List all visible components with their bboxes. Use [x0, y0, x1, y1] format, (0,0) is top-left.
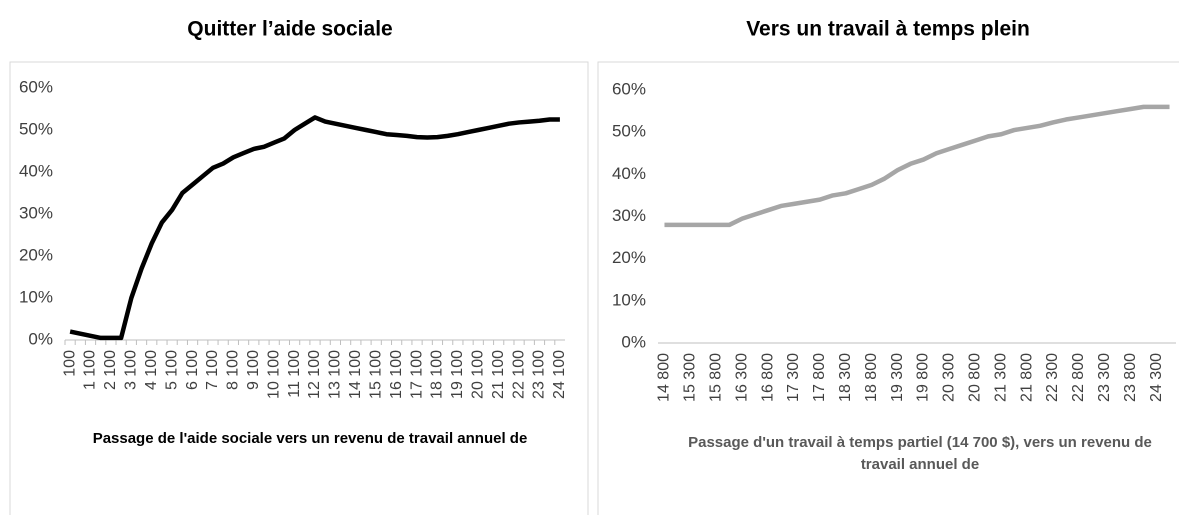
- chart-title: Vers un travail à temps plein: [746, 18, 1030, 41]
- x-tick-label: 20 100: [469, 350, 486, 399]
- data-line: [69, 115, 560, 341]
- x-tick-label: 21 300: [992, 353, 1009, 402]
- x-tick-label: 8 100: [225, 350, 242, 390]
- y-tick-label: 0%: [28, 329, 53, 348]
- x-tick-label: 6 100: [184, 350, 201, 390]
- x-tick-label: 7 100: [204, 350, 221, 390]
- x-tick-label: 14 100: [347, 350, 364, 399]
- x-tick-label: 21 800: [1018, 353, 1035, 402]
- x-tick-label: 100: [61, 350, 78, 377]
- x-tick-label: 20 300: [941, 353, 958, 402]
- x-tick-label: 19 100: [449, 350, 466, 399]
- x-tick-label: 16 300: [733, 353, 750, 402]
- x-tick-label: 21 100: [490, 350, 507, 399]
- x-tick-label: 15 100: [367, 350, 384, 399]
- chart-title: Quitter l’aide sociale: [187, 18, 392, 41]
- x-tick-label: 16 800: [759, 353, 776, 402]
- x-tick-label: 18 800: [863, 353, 880, 402]
- panel: [9, 61, 589, 515]
- x-tick-label: 15 300: [682, 353, 699, 402]
- x-tick-label: 24 100: [551, 350, 568, 399]
- x-tick-label: 18 300: [837, 353, 854, 402]
- x-axis-title-box: Passage de l'aide sociale vers un revenu…: [92, 430, 528, 447]
- x-tick-label: 23 800: [1122, 353, 1139, 402]
- x-tick-label: 11 100: [286, 350, 303, 398]
- x-axis-title-box: Passage d'un travail à temps partiel (14…: [688, 434, 1152, 473]
- x-tick-label: 23 300: [1096, 353, 1113, 402]
- x-tick-label: 4 100: [143, 350, 160, 390]
- y-tick-label: 0%: [621, 332, 646, 351]
- y-tick-label: 60%: [19, 77, 53, 96]
- y-tick-label: 50%: [19, 119, 53, 138]
- y-tick-label: 20%: [612, 248, 646, 267]
- x-tick-label: 17 100: [408, 350, 425, 399]
- y-tick-label: 20%: [19, 245, 53, 264]
- x-axis-title: Passage de l'aide sociale vers un revenu…: [92, 430, 528, 447]
- x-tick-label: 17 800: [811, 353, 828, 402]
- y-tick-label: 10%: [612, 290, 646, 309]
- x-tick-label: 5 100: [163, 350, 180, 390]
- y-tick-label: 60%: [612, 79, 646, 98]
- x-tick-label: 19 300: [889, 353, 906, 402]
- x-tick-label: 13 100: [327, 350, 344, 399]
- y-tick-label: 40%: [19, 161, 53, 180]
- x-tick-label: 12 100: [306, 350, 323, 399]
- x-tick-label: 18 100: [429, 350, 446, 399]
- x-tick-label: 14 800: [656, 353, 673, 402]
- x-tick-label: 22 800: [1070, 353, 1087, 402]
- panel: [597, 61, 1179, 515]
- y-tick-label: 50%: [612, 122, 646, 141]
- x-tick-label: 15 800: [707, 353, 724, 402]
- x-tick-label: 2 100: [102, 350, 119, 390]
- x-tick-label: 19 800: [915, 353, 932, 402]
- x-tick-label: 24 300: [1148, 353, 1165, 402]
- x-tick-label: 1 100: [82, 350, 99, 390]
- data-line: [664, 104, 1170, 228]
- x-tick-label: 9 100: [245, 350, 262, 390]
- x-tick-label: 22 300: [1044, 353, 1061, 402]
- y-tick-label: 40%: [612, 164, 646, 183]
- x-tick-label: 16 100: [388, 350, 405, 399]
- x-tick-label: 10 100: [265, 350, 282, 399]
- x-tick-label: 20 800: [966, 353, 983, 402]
- x-tick-label: 22 100: [510, 350, 527, 399]
- y-tick-label: 30%: [19, 203, 53, 222]
- x-tick-label: 3 100: [123, 350, 140, 390]
- x-tick-label: 23 100: [531, 350, 548, 399]
- x-axis-title: Passage d'un travail à temps partiel (14…: [688, 434, 1152, 473]
- x-tick-label: 17 300: [785, 353, 802, 402]
- y-tick-label: 30%: [612, 206, 646, 225]
- y-tick-label: 10%: [19, 287, 53, 306]
